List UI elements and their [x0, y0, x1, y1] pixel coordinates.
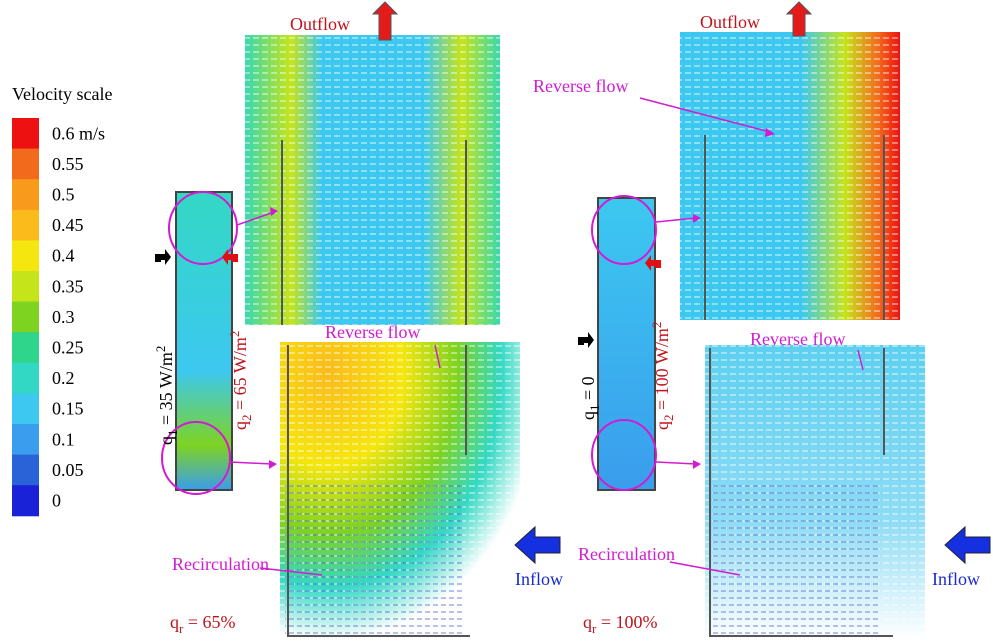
legend-label: 0	[52, 491, 61, 511]
legend-label: 0.35	[52, 276, 84, 296]
q2-label: q2 = 65 W/m2	[227, 331, 254, 430]
outflow-arrow	[785, 1, 813, 37]
q1-label: q1 = 35 W/m2	[153, 346, 180, 445]
panel-right: Outflow Reverse flow Reverse flow Recirc…	[533, 1, 991, 640]
reverse-flow-label: Reverse flow	[325, 322, 420, 342]
legend-label: 0.3	[52, 307, 75, 327]
outflow-label: Outflow	[700, 12, 760, 32]
q2-label: q2 = 100 W/m2	[649, 322, 676, 430]
recirculation-label: Recirculation	[172, 554, 269, 574]
highlight-circle	[591, 195, 657, 265]
legend-label: 0.55	[52, 154, 84, 174]
heat-arrow	[578, 332, 594, 348]
wall	[709, 348, 893, 637]
legend-swatch	[12, 148, 39, 180]
highlight-circle	[591, 419, 657, 491]
legend-swatch	[12, 179, 39, 211]
highlight-circle	[161, 421, 231, 495]
connector	[434, 344, 441, 369]
legend-swatch	[12, 485, 39, 517]
legend-swatch	[12, 209, 39, 241]
inflow-arrow	[514, 525, 561, 565]
legend-swatch	[12, 362, 39, 394]
heat-arrow	[222, 249, 238, 265]
inflow-arrow	[944, 525, 991, 565]
connector	[655, 217, 697, 223]
vectors	[245, 35, 500, 325]
legend-swatch	[12, 332, 39, 364]
reverse-flow-label: Reverse flow	[533, 76, 628, 96]
arrowhead	[765, 128, 775, 137]
connector	[229, 461, 273, 465]
connector	[669, 561, 741, 576]
legend-label: 0.4	[52, 246, 75, 266]
legend-swatch	[12, 240, 39, 272]
arrowhead	[693, 214, 701, 223]
outflow-label: Outflow	[290, 14, 350, 34]
recirculation-label: Recirculation	[578, 544, 675, 564]
inflow-label: Inflow	[515, 569, 563, 589]
legend-label: 0.6 m/s	[52, 123, 105, 143]
heat-arrow	[155, 249, 171, 265]
panel-left: Outflow Reverse flow Recirculation Inflo…	[153, 1, 563, 640]
legend-swatch	[12, 301, 39, 333]
legend-swatch	[12, 271, 39, 303]
connector	[857, 349, 864, 371]
reverse-flow-label: Reverse flow	[750, 329, 845, 349]
legend-label: 0.25	[52, 338, 84, 358]
velocity-legend: Velocity scale 0.6 m/s 0.55 0.5 0.45 0.4 0.35…	[12, 84, 112, 517]
legend-swatch	[12, 424, 39, 456]
legend-label: 0.05	[52, 460, 84, 480]
vectors	[680, 32, 900, 320]
highlight-circle	[168, 191, 238, 265]
connector	[655, 461, 697, 465]
inflow-label: Inflow	[932, 569, 980, 589]
heat-arrow	[645, 255, 661, 271]
vectors	[710, 480, 880, 635]
legend-label: 0.45	[52, 215, 84, 235]
outflow-arrow	[371, 1, 399, 41]
arrowhead	[269, 460, 277, 469]
legend-label: 0.2	[52, 368, 75, 388]
legend-swatch	[12, 393, 39, 425]
arrowhead	[270, 207, 278, 216]
channel	[176, 192, 232, 490]
qr-label: qr = 65%	[170, 612, 236, 636]
legend-swatch	[12, 454, 39, 486]
connector	[639, 97, 771, 133]
connector	[236, 211, 275, 226]
wall	[287, 345, 470, 637]
connector	[259, 567, 323, 576]
legend-swatch	[12, 118, 39, 150]
arrowhead	[693, 460, 701, 469]
q1-label: q1 = 0	[578, 376, 602, 420]
legend-label: 0.15	[52, 399, 84, 419]
legend-label: 0.1	[52, 429, 75, 449]
legend-title: Velocity scale	[12, 84, 112, 104]
qr-label: qr = 100%	[583, 612, 658, 636]
vectors	[285, 485, 465, 635]
legend-label: 0.5	[52, 185, 75, 205]
channel	[598, 198, 655, 490]
